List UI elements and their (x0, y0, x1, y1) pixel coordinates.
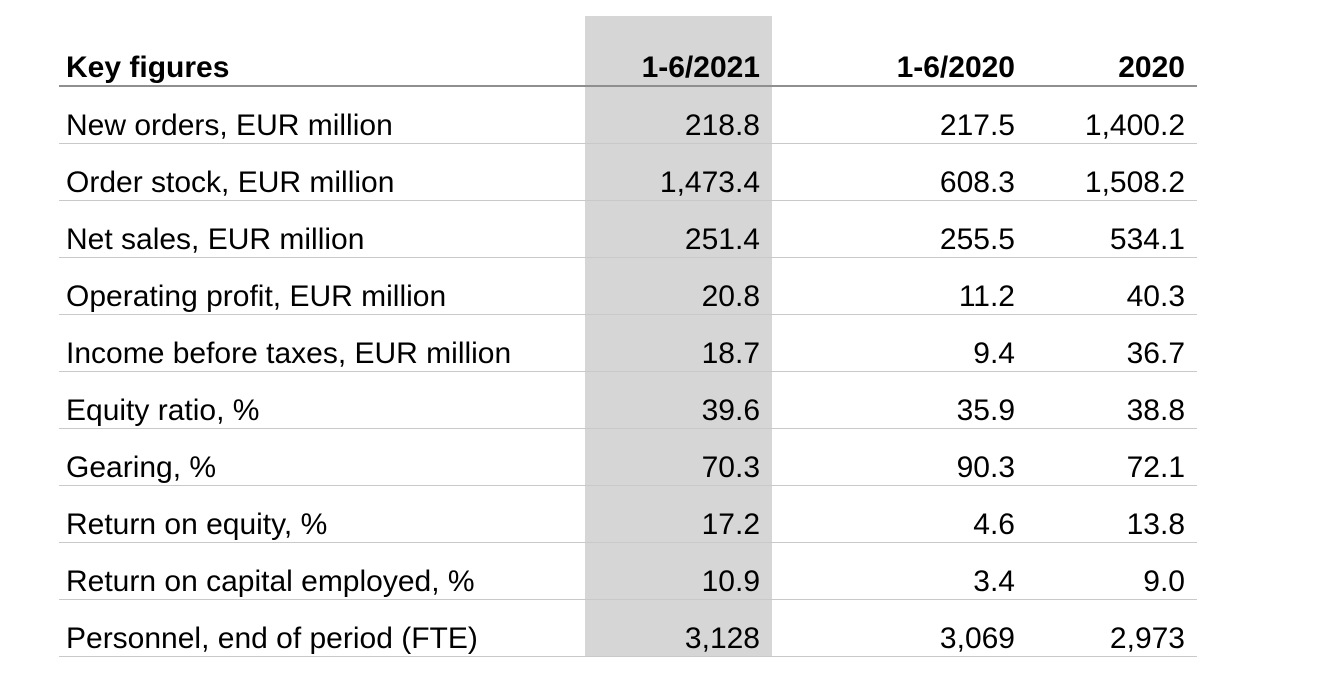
header-period-2021-highlighted: 1-6/2021 (585, 16, 772, 85)
value-1-6-2021: 3,128 (585, 600, 772, 656)
value-1-6-2020: 9.4 (973, 337, 1015, 370)
table-row: Order stock, EUR million 1,473.4 608.3 1… (59, 144, 1197, 201)
value-2020: 9.0 (1143, 565, 1185, 598)
row-label: Net sales, EUR million (66, 223, 365, 256)
value-1-6-2020: 4.6 (973, 508, 1015, 541)
value-2020: 1,508.2 (1084, 166, 1185, 199)
row-label: Gearing, % (66, 451, 217, 484)
row-label: Return on capital employed, % (66, 565, 475, 598)
value-1-6-2021: 10.9 (585, 543, 772, 599)
row-label: Order stock, EUR million (66, 166, 395, 199)
value-2020: 36.7 (1126, 337, 1185, 370)
table-row: Equity ratio, % 39.6 35.9 38.8 (59, 372, 1197, 429)
value-1-6-2020: 608.3 (939, 166, 1015, 199)
value-1-6-2021: 1,473.4 (585, 144, 772, 200)
table-row: Gearing, % 70.3 90.3 72.1 (59, 429, 1197, 486)
table-row: Operating profit, EUR million 20.8 11.2 … (59, 258, 1197, 315)
table-row: Return on equity, % 17.2 4.6 13.8 (59, 486, 1197, 543)
value-1-6-2021: 39.6 (585, 372, 772, 428)
value-2020: 72.1 (1126, 451, 1185, 484)
row-label: Operating profit, EUR million (66, 280, 447, 313)
value-2020: 2,973 (1109, 622, 1185, 655)
value-1-6-2020: 90.3 (956, 451, 1015, 484)
key-figures-table: Key figures 1-6/2021 1-6/2020 2020 New o… (59, 16, 1197, 657)
value-1-6-2020: 217.5 (939, 109, 1015, 142)
value-2020: 1,400.2 (1084, 109, 1185, 142)
value-2020: 13.8 (1126, 508, 1185, 541)
value-2020: 38.8 (1126, 394, 1185, 427)
table-header-row: Key figures 1-6/2021 1-6/2020 2020 (59, 16, 1197, 87)
table-row: Return on capital employed, % 10.9 3.4 9… (59, 543, 1197, 600)
value-1-6-2021: 18.7 (585, 315, 772, 371)
table-row: Personnel, end of period (FTE) 3,128 3,0… (59, 600, 1197, 657)
value-1-6-2020: 255.5 (939, 223, 1015, 256)
row-label: New orders, EUR million (66, 109, 393, 142)
table-row: Net sales, EUR million 251.4 255.5 534.1 (59, 201, 1197, 258)
value-2020: 534.1 (1109, 223, 1185, 256)
value-1-6-2021: 70.3 (585, 429, 772, 485)
value-1-6-2021: 218.8 (585, 87, 772, 143)
row-label: Equity ratio, % (66, 394, 260, 427)
value-1-6-2020: 35.9 (956, 394, 1015, 427)
row-label: Income before taxes, EUR million (66, 337, 512, 370)
value-1-6-2021: 20.8 (585, 258, 772, 314)
header-year-2020: 2020 (1118, 51, 1185, 84)
table-row: Income before taxes, EUR million 18.7 9.… (59, 315, 1197, 372)
table-row: New orders, EUR million 218.8 217.5 1,40… (59, 87, 1197, 144)
value-1-6-2020: 3.4 (973, 565, 1015, 598)
value-1-6-2020: 11.2 (958, 280, 1015, 313)
value-1-6-2021: 17.2 (585, 486, 772, 542)
value-1-6-2021: 251.4 (585, 201, 772, 257)
header-period-2020: 1-6/2020 (896, 51, 1015, 84)
value-1-6-2020: 3,069 (939, 622, 1015, 655)
header-key-figures: Key figures (66, 51, 230, 84)
value-2020: 40.3 (1126, 280, 1185, 313)
row-label: Return on equity, % (66, 508, 328, 541)
row-label: Personnel, end of period (FTE) (66, 622, 478, 655)
